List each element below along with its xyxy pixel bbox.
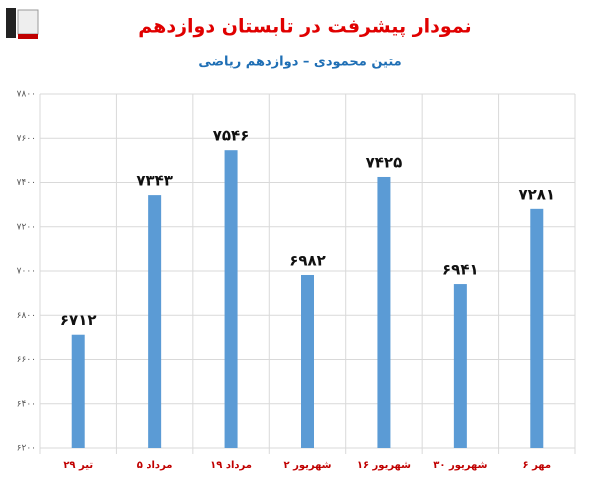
chart-title: نمودار پیشرفت در تابستان دوازدهم: [138, 16, 471, 38]
x-tick-label: ۳۰ شهریور: [433, 460, 487, 471]
bar: [148, 195, 162, 448]
y-tick-label: ۷۲۰۰: [17, 222, 36, 232]
x-tick-label: ۵ مرداد: [137, 460, 173, 471]
x-tick-label: ۱۶ شهریور: [357, 460, 411, 471]
x-tick-label: ۲ شهریور: [283, 460, 331, 471]
y-tick-label: ۷۴۰۰: [17, 178, 36, 188]
y-tick-label: ۷۸۰۰: [17, 90, 36, 100]
value-label: ۷۲۸۱: [518, 185, 555, 203]
x-tick-label: ۶ مهر: [522, 460, 551, 471]
y-tick-label: ۷۰۰۰: [17, 267, 36, 277]
value-label: ۷۴۲۵: [366, 153, 403, 171]
value-label: ۶۹۴۱: [442, 261, 479, 279]
bar: [301, 274, 314, 448]
y-tick-label: ۶۸۰۰: [17, 311, 36, 321]
logo-figure: [6, 8, 16, 38]
value-label: ۷۳۴۳: [136, 172, 173, 190]
y-tick-label: ۷۶۰۰: [17, 134, 36, 144]
bar: [530, 208, 544, 448]
value-label: ۷۵۴۶: [213, 127, 250, 145]
bar: [377, 176, 391, 448]
y-tick-label: ۶۲۰۰: [17, 444, 36, 454]
logo: [6, 8, 39, 39]
bar: [224, 150, 238, 448]
value-label: ۶۷۱۲: [60, 311, 97, 329]
bar: [71, 334, 85, 448]
x-tick-label: ۱۹ مرداد: [210, 460, 252, 471]
value-label: ۶۹۸۲: [289, 251, 326, 269]
logo-strip: [18, 34, 38, 39]
chart-subtitle: متین محمودی – دوازدهم ریاضی: [198, 55, 401, 70]
logo-box: [17, 9, 39, 35]
x-tick-label: ۲۹ تیر: [63, 460, 93, 471]
y-tick-label: ۶۴۰۰: [17, 399, 36, 409]
y-tick-label: ۶۶۰۰: [17, 355, 36, 365]
bar: [453, 284, 467, 448]
